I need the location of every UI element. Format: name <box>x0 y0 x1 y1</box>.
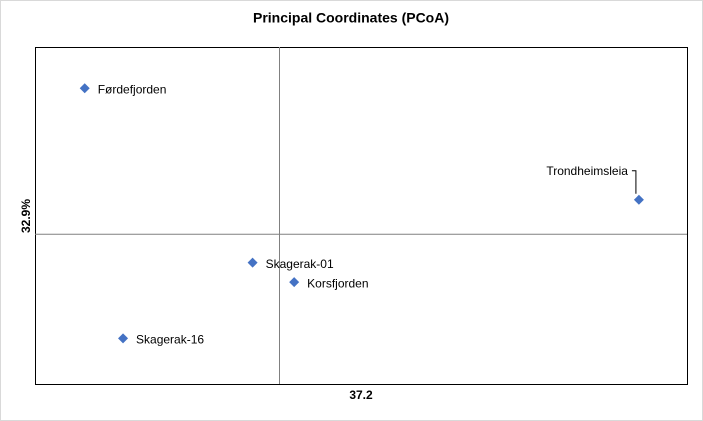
leader-line <box>631 170 637 194</box>
point <box>289 277 300 288</box>
y-axis-label: 32.9% <box>19 199 33 233</box>
point-label: Førdefjorden <box>98 82 167 96</box>
x-axis-label: 37.2 <box>349 388 373 402</box>
point <box>247 257 258 268</box>
point <box>633 194 644 205</box>
point-label: Trondheimsleia <box>546 164 628 178</box>
point <box>79 83 90 94</box>
point-label: Korsfjorden <box>307 276 368 290</box>
plot-frame <box>35 47 688 385</box>
chart-title: Principal Coordinates (PCoA) <box>253 10 449 26</box>
point-label: Skagerak-01 <box>266 257 334 271</box>
point-label: Skagerak-16 <box>136 332 204 346</box>
point <box>118 333 129 344</box>
